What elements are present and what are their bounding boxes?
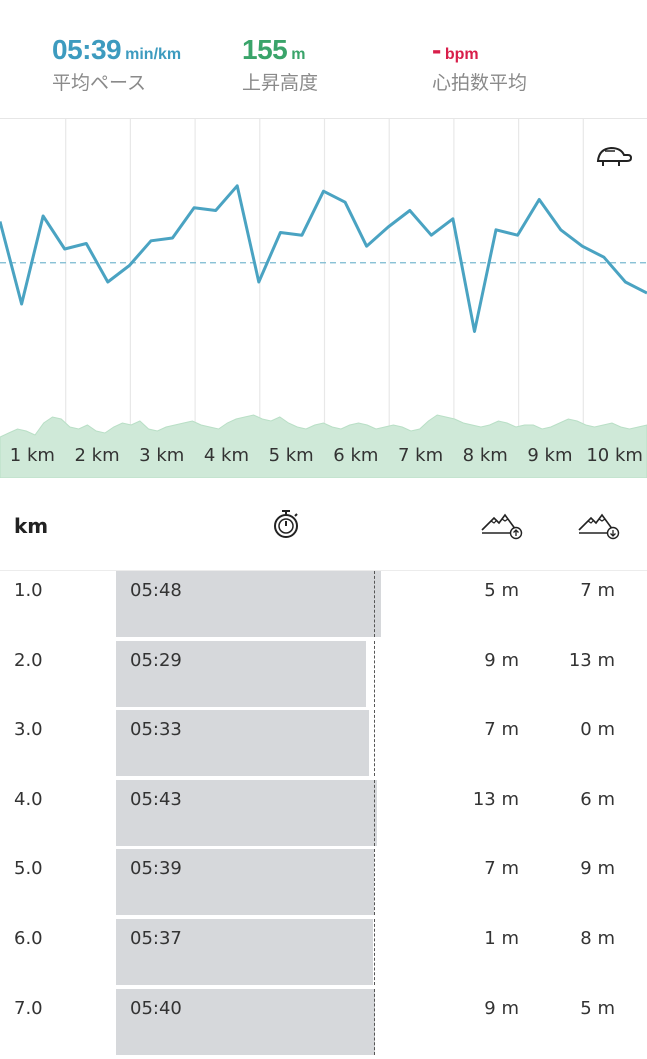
- split-time: 05:40: [130, 989, 182, 1029]
- x-tick-label: 4 km: [204, 445, 249, 466]
- x-tick-label: 8 km: [463, 445, 508, 466]
- average-pace-marker: [374, 571, 375, 637]
- split-ascent: 9 m: [484, 989, 519, 1029]
- x-tick-label: 2 km: [74, 445, 119, 466]
- split-ascent: 13 m: [473, 780, 519, 820]
- split-ascent: 9 m: [484, 641, 519, 681]
- average-pace-label: 平均ペース: [52, 68, 181, 95]
- stopwatch-icon: [270, 508, 302, 544]
- split-row[interactable]: 4.0 05:43 13 m 6 m: [0, 780, 647, 850]
- split-descent: 0 m: [580, 710, 615, 750]
- mountain-descent-icon: [577, 510, 623, 544]
- average-pace-marker: [374, 641, 375, 707]
- split-km: 1.0: [14, 571, 43, 641]
- elevation-gain-label: 上昇高度: [242, 68, 318, 95]
- km-column-header: km: [14, 514, 48, 538]
- split-ascent: 7 m: [484, 849, 519, 889]
- split-km: 2.0: [14, 641, 43, 711]
- average-pace-marker: [374, 989, 375, 1055]
- x-tick-label: 3 km: [139, 445, 184, 466]
- heart-rate-stat: -bpm 心拍数平均: [432, 34, 527, 95]
- pace-series-line: [0, 186, 647, 332]
- split-row[interactable]: 6.0 05:37 1 m 8 m: [0, 919, 647, 989]
- pace-elevation-chart[interactable]: 1 km 2 km 3 km 4 km 5 km 6 km 7 km 8 km 9 km 10 k…: [0, 119, 647, 478]
- split-ascent: 1 m: [484, 919, 519, 959]
- split-descent: 7 m: [580, 571, 615, 611]
- heart-rate-value: -: [432, 34, 441, 65]
- average-pace-marker: [374, 780, 375, 846]
- average-pace-marker: [374, 710, 375, 776]
- x-tick-label: 6 km: [333, 445, 378, 466]
- split-descent: 6 m: [580, 780, 615, 820]
- heart-rate-unit: bpm: [445, 46, 479, 63]
- split-time: 05:39: [130, 849, 182, 889]
- average-pace-marker: [374, 849, 375, 915]
- split-time: 05:29: [130, 641, 182, 681]
- split-descent: 9 m: [580, 849, 615, 889]
- x-tick-label: 7 km: [398, 445, 443, 466]
- average-pace-marker: [374, 919, 375, 985]
- split-descent: 5 m: [580, 989, 615, 1029]
- split-time: 05:33: [130, 710, 182, 750]
- split-km: 3.0: [14, 710, 43, 780]
- elevation-gain-unit: m: [291, 46, 305, 63]
- split-row[interactable]: 1.0 05:48 5 m 7 m: [0, 571, 647, 641]
- turtle-icon[interactable]: [595, 141, 633, 169]
- pace-chart-svg: 1 km 2 km 3 km 4 km 5 km 6 km 7 km 8 km 9 km 10 k…: [0, 119, 647, 478]
- split-time: 05:37: [130, 919, 182, 959]
- average-pace-unit: min/km: [125, 46, 181, 63]
- x-tick-label: 10 km: [586, 445, 643, 466]
- split-time: 05:48: [130, 571, 182, 611]
- mountain-ascent-icon: [480, 510, 526, 544]
- split-km: 5.0: [14, 849, 43, 919]
- x-tick-label: 1 km: [10, 445, 55, 466]
- split-ascent: 5 m: [484, 571, 519, 611]
- split-table-header: km: [0, 478, 647, 571]
- split-row[interactable]: 5.0 05:39 7 m 9 m: [0, 849, 647, 919]
- split-descent: 8 m: [580, 919, 615, 959]
- split-row[interactable]: 3.0 05:33 7 m 0 m: [0, 710, 647, 780]
- x-tick-label: 9 km: [527, 445, 572, 466]
- elevation-gain-value: 155: [242, 34, 287, 65]
- split-row[interactable]: 2.0 05:29 9 m 13 m: [0, 641, 647, 711]
- average-pace-value: 05:39: [52, 34, 121, 65]
- split-km: 6.0: [14, 919, 43, 989]
- split-km: 4.0: [14, 780, 43, 850]
- heart-rate-label: 心拍数平均: [432, 68, 527, 95]
- split-ascent: 7 m: [484, 710, 519, 750]
- split-descent: 13 m: [569, 641, 615, 681]
- split-time: 05:43: [130, 780, 182, 820]
- x-tick-label: 5 km: [269, 445, 314, 466]
